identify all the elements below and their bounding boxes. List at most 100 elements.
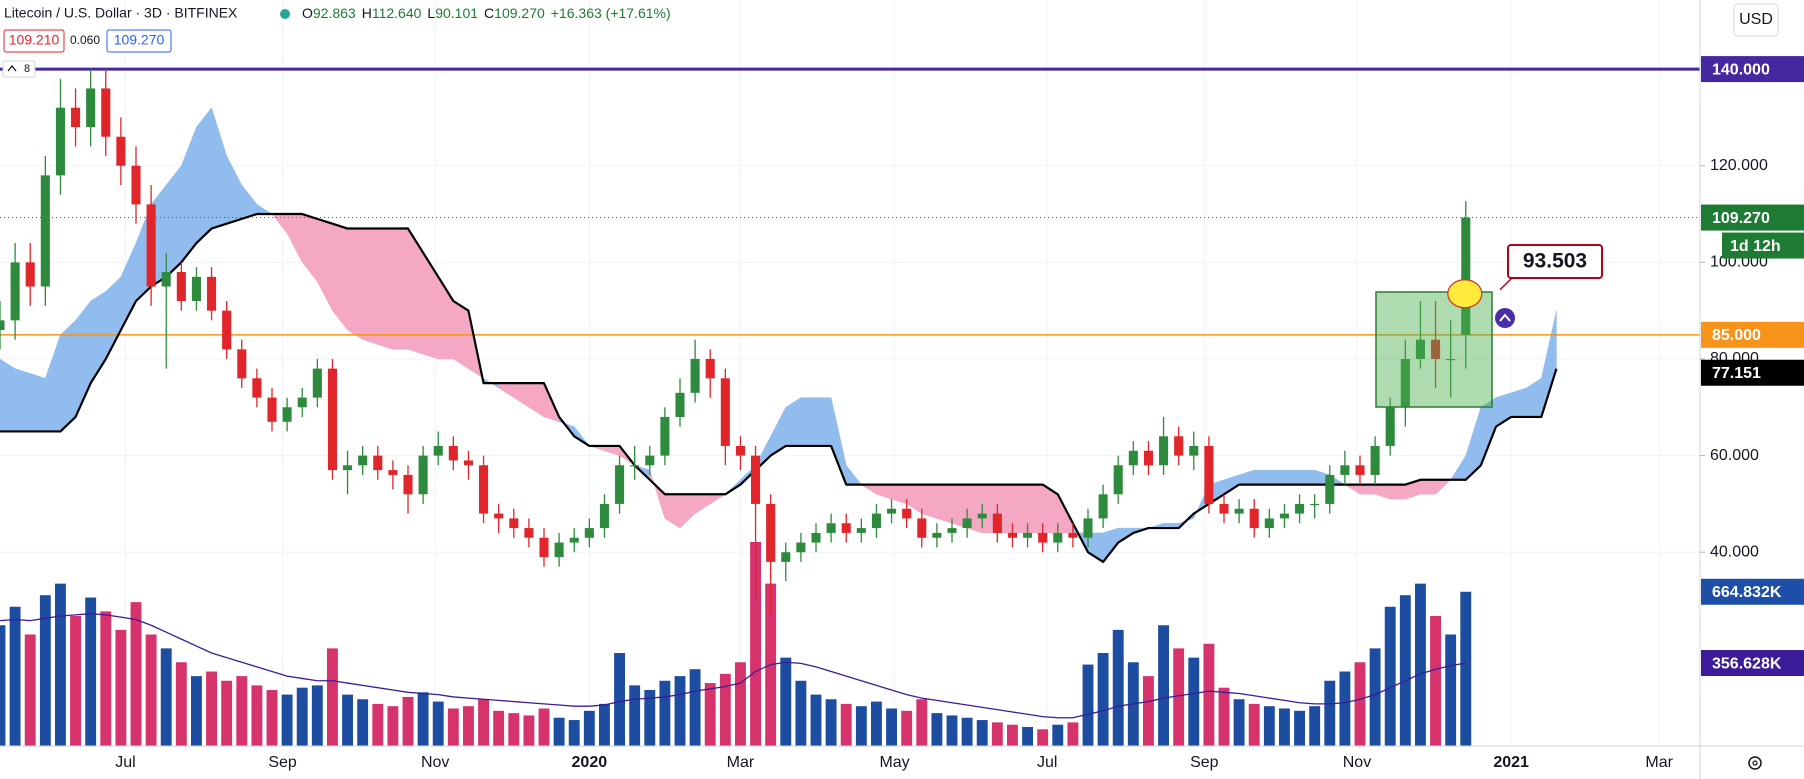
volume-bar xyxy=(1294,710,1305,746)
candle-body xyxy=(856,528,866,533)
candle-body xyxy=(675,392,685,417)
candle-body xyxy=(735,445,745,456)
candle-body xyxy=(1431,339,1441,359)
candle-body xyxy=(388,470,398,475)
x-tick-label: Sep xyxy=(268,754,297,771)
candle-body xyxy=(1068,532,1078,538)
ask: 109.270 xyxy=(114,32,165,48)
ask-box[interactable] xyxy=(106,29,172,53)
settings-icon[interactable] xyxy=(1748,756,1762,770)
volume-bar xyxy=(432,701,444,746)
cloud-segment xyxy=(800,397,817,447)
currency-button[interactable] xyxy=(1733,3,1779,37)
cloud-segment xyxy=(347,228,363,341)
arrow-icon xyxy=(1495,308,1515,328)
y-tick-label: 120.000 xyxy=(1710,157,1768,174)
volume-bar xyxy=(9,606,21,746)
candle-body xyxy=(766,503,776,562)
volume-bar xyxy=(387,706,399,746)
candle-body xyxy=(599,503,609,529)
volume-bar xyxy=(583,710,595,746)
highlight-ellipse xyxy=(1447,279,1483,309)
volume-bar xyxy=(976,720,988,746)
candle-body xyxy=(494,513,504,519)
arrow-chevron xyxy=(1499,313,1511,322)
candle-body xyxy=(539,537,549,558)
candle-body xyxy=(1264,518,1274,529)
volume-bar xyxy=(1354,662,1366,746)
bid-box[interactable] xyxy=(3,29,65,53)
candle-body xyxy=(1083,518,1093,538)
volume-bar xyxy=(115,629,127,746)
volume-bar xyxy=(39,595,51,746)
candle-body xyxy=(630,465,640,467)
candle-body xyxy=(902,508,912,519)
volume-bar xyxy=(55,583,66,746)
volume-bar xyxy=(1324,680,1336,746)
candle-body xyxy=(1143,450,1153,466)
volume-bar xyxy=(296,687,308,746)
candle-body xyxy=(992,513,1002,533)
x-tick-label: 2021 xyxy=(1493,754,1529,771)
callout-box xyxy=(1507,244,1603,279)
candle-body xyxy=(101,88,111,137)
cloud-segment xyxy=(196,107,212,244)
cloud-segment xyxy=(1420,479,1436,495)
price-lines xyxy=(0,67,1700,564)
candle-body xyxy=(10,262,20,321)
candle-body xyxy=(1385,407,1395,446)
volume-bar xyxy=(160,648,172,746)
ohlc-change: +16.363 (+17.61%) xyxy=(551,5,671,21)
cloud-segment xyxy=(29,373,46,432)
volume-bar xyxy=(871,701,882,746)
volume-bar xyxy=(1052,724,1064,746)
highlight-box xyxy=(1375,291,1493,408)
volume-bar xyxy=(780,657,792,746)
candle-body xyxy=(1204,445,1214,504)
volume-bar xyxy=(1233,699,1245,746)
cloud-segment xyxy=(936,484,953,524)
callout-label: 93.503 xyxy=(1523,250,1587,273)
candle-body xyxy=(1310,503,1320,506)
candle-body xyxy=(448,445,458,461)
time-axis-bg xyxy=(0,746,1804,779)
gear xyxy=(1748,756,1762,770)
volume-bar xyxy=(1263,706,1275,746)
countdown-box xyxy=(1722,232,1804,259)
volume-bar xyxy=(1067,722,1079,746)
cloud-segment xyxy=(1269,469,1285,485)
volume-bar xyxy=(1143,676,1154,746)
volume-bar xyxy=(191,676,202,746)
volume-bar xyxy=(372,703,384,746)
volume-bar xyxy=(417,692,429,746)
candle-body xyxy=(131,165,141,205)
volume-label-box xyxy=(1701,650,1804,677)
candle-body xyxy=(433,445,443,456)
candle-body xyxy=(1038,532,1048,543)
candle-body xyxy=(1053,532,1063,543)
indicators-toggle[interactable] xyxy=(2,60,36,78)
volume-bar xyxy=(1082,664,1094,746)
volume-bar xyxy=(1173,648,1185,746)
candle-body xyxy=(645,455,655,466)
volume-bar xyxy=(100,611,112,746)
candle-body xyxy=(554,542,564,558)
symbol-title: Litecoin / U.S. Dollar · 3D · BITFINEX xyxy=(4,5,238,21)
volume-bar xyxy=(1279,708,1290,746)
candle-body xyxy=(463,460,473,466)
volume-bar xyxy=(659,680,671,746)
cloud-segment xyxy=(362,228,379,345)
volume-bar xyxy=(221,680,233,746)
candle-body xyxy=(1023,532,1033,538)
countdown: 1d 12h xyxy=(1730,238,1781,255)
volume-bar xyxy=(991,722,1003,746)
candle-body xyxy=(403,474,413,495)
candle-body xyxy=(917,518,927,538)
candle-body xyxy=(1325,474,1335,504)
volume-bar xyxy=(916,699,928,746)
volume-bar xyxy=(704,683,716,746)
ohlc-key: O xyxy=(302,5,313,21)
cloud-segment xyxy=(1253,469,1270,485)
price-line-label-box xyxy=(1701,56,1804,83)
volume-bar xyxy=(0,625,6,746)
